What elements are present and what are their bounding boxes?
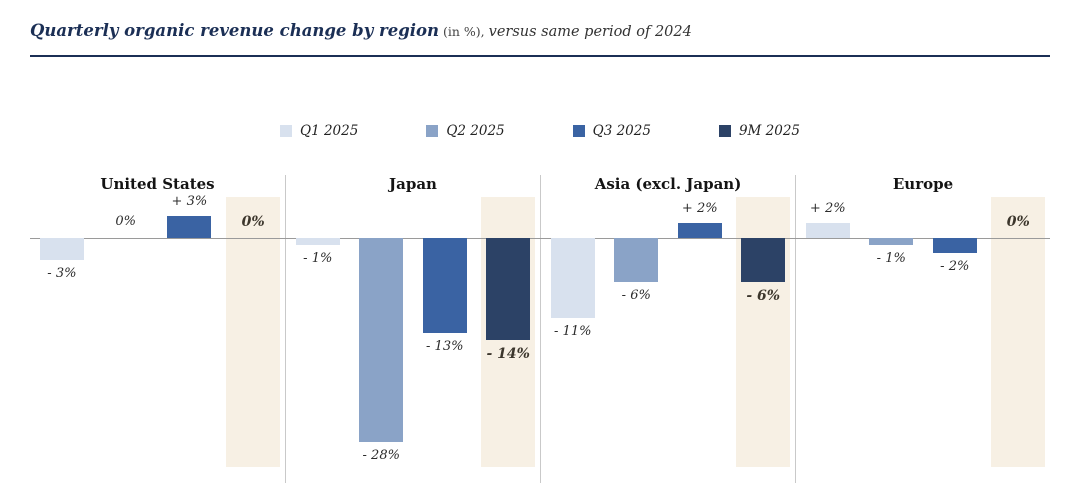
value-label-q1-2025-japan: - 1% xyxy=(303,251,333,267)
value-label-9m-2025-europe: 0% xyxy=(1006,214,1030,230)
zero-axis-line xyxy=(30,238,1050,239)
legend-item-q2-2025: Q2 2025 xyxy=(426,123,505,139)
region-group-asia-excl-japan: Asia (excl. Japan) - 11% - 6% + 2% - 6% xyxy=(540,175,795,483)
legend-swatch-9m-2025 xyxy=(718,125,731,137)
bar-9m-2025-asia-excl-japan xyxy=(741,238,786,282)
legend-label-q3-2025: Q3 2025 xyxy=(592,123,651,139)
bar-q2-2025-asia-excl-japan xyxy=(614,238,659,282)
chart-area: United States - 3% 0% + 3% 0% Japan - 1% - 28% -… xyxy=(30,175,1050,483)
value-label-q1-2025-asia-excl-japan: - 11% xyxy=(554,324,592,340)
region-label-europe: Europe xyxy=(892,175,954,193)
region-group-japan: Japan - 1% - 28% - 13% - 14% xyxy=(285,175,540,483)
bar-q2-2025-japan xyxy=(359,238,404,443)
bar-q1-2025-europe xyxy=(805,223,850,238)
value-label-q2-2025-europe: - 1% xyxy=(876,251,906,267)
value-label-q1-2025-united-states: - 3% xyxy=(47,265,77,281)
legend-label-9m-2025: 9M 2025 xyxy=(738,123,800,139)
legend-swatch-q2-2025 xyxy=(426,125,439,137)
bar-9m-2025-japan xyxy=(486,238,531,341)
value-label-q3-2025-japan: - 13% xyxy=(426,338,464,354)
highlight-band-united-states xyxy=(226,197,281,467)
value-label-q2-2025-japan: - 28% xyxy=(362,448,400,464)
title-unit: (in %), xyxy=(439,24,489,39)
title-suffix: versus same period of 2024 xyxy=(488,24,692,40)
value-label-9m-2025-asia-excl-japan: - 6% xyxy=(746,287,781,304)
legend-item-q3-2025: Q3 2025 xyxy=(572,123,651,139)
legend-item-9m-2025: 9M 2025 xyxy=(718,123,800,139)
title-main: Quarterly organic revenue change by regi… xyxy=(30,21,440,40)
legend-label-q1-2025: Q1 2025 xyxy=(300,123,359,139)
bar-q3-2025-united-states xyxy=(167,216,212,238)
region-group-united-states: United States - 3% 0% + 3% 0% xyxy=(30,175,285,483)
bar-q3-2025-japan xyxy=(422,238,467,333)
chart-title: Quarterly organic revenue change by regi… xyxy=(30,18,1050,57)
bar-q1-2025-japan xyxy=(295,238,340,246)
value-label-q3-2025-asia-excl-japan: + 2% xyxy=(681,201,718,217)
bar-q1-2025-asia-excl-japan xyxy=(550,238,595,319)
value-label-q2-2025-united-states: 0% xyxy=(115,214,136,229)
region-label-asia-excl-japan: Asia (excl. Japan) xyxy=(594,175,742,193)
value-label-q2-2025-asia-excl-japan: - 6% xyxy=(621,287,651,303)
value-label-9m-2025-japan: - 14% xyxy=(486,346,530,363)
region-group-europe: Europe + 2% - 1% - 2% 0% xyxy=(795,175,1050,483)
bar-q1-2025-united-states xyxy=(39,238,84,260)
highlight-band-europe xyxy=(991,197,1046,467)
value-label-9m-2025-united-states: 0% xyxy=(241,214,265,230)
legend: Q1 2025 Q2 2025 Q3 2025 9M 2025 xyxy=(30,121,1050,141)
bar-q3-2025-asia-excl-japan xyxy=(677,223,722,238)
bar-q3-2025-europe xyxy=(932,238,977,253)
legend-swatch-q3-2025 xyxy=(572,125,585,137)
value-label-q1-2025-europe: + 2% xyxy=(809,201,846,217)
region-label-united-states: United States xyxy=(100,175,215,193)
legend-item-q1-2025: Q1 2025 xyxy=(280,123,358,139)
value-label-q3-2025-united-states: + 3% xyxy=(171,194,208,210)
value-label-q3-2025-europe: - 2% xyxy=(940,258,970,274)
region-label-japan: Japan xyxy=(389,175,437,193)
legend-swatch-q1-2025 xyxy=(280,125,292,137)
bar-q2-2025-europe xyxy=(869,238,914,246)
legend-label-q2-2025: Q2 2025 xyxy=(446,123,505,139)
